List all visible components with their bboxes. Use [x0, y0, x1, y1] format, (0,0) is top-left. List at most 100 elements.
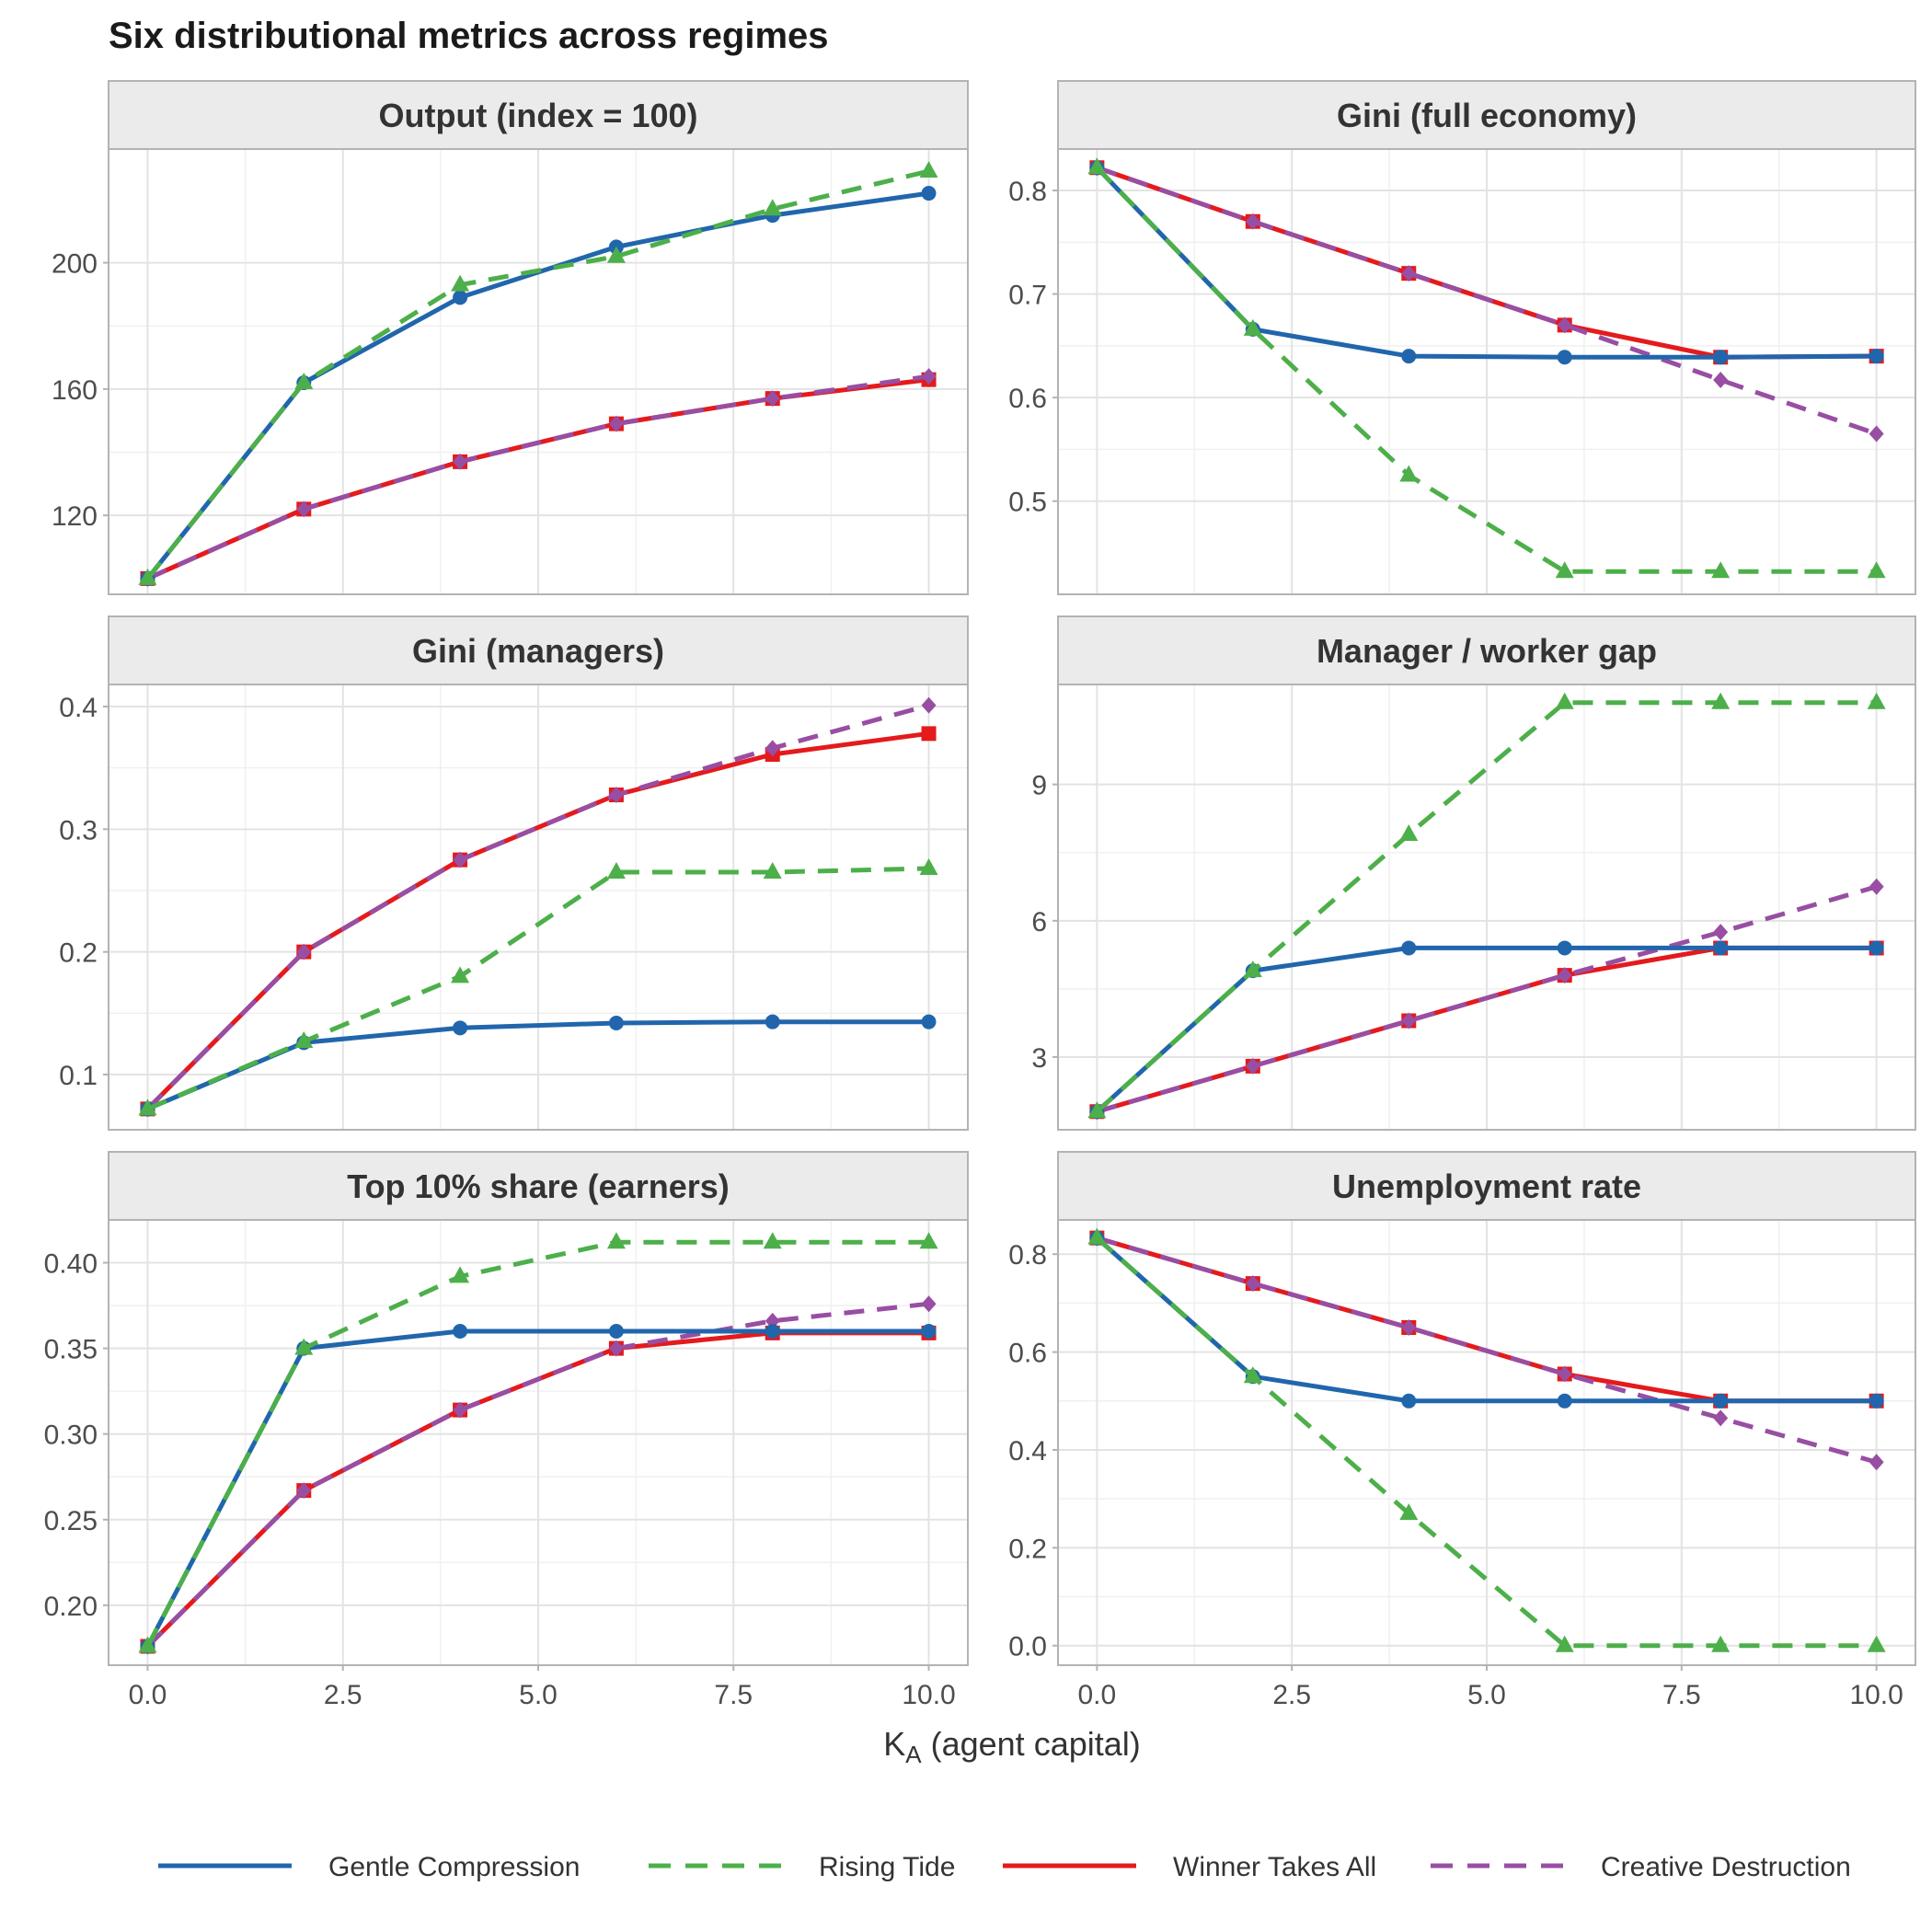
y-tick-label: 200 — [52, 249, 98, 280]
panel-strip — [1057, 80, 1916, 150]
data-point-gentle-compression — [921, 1324, 937, 1339]
data-point-gentle-compression — [1401, 940, 1417, 956]
data-point-rising-tide — [1399, 823, 1419, 841]
panel-strip — [108, 615, 969, 685]
data-point-creative-destruction — [1245, 213, 1260, 230]
panel-6: Unemployment rate 0.0 0.2 0.4 0.6 0.8 0.0 2.5 5.… — [1008, 1151, 1916, 1710]
panels-grid: Output (index = 100) 120 160 200 Gini (full … — [44, 80, 1916, 1710]
data-point-gentle-compression — [1401, 1393, 1417, 1409]
data-point-creative-destruction — [1401, 1012, 1417, 1029]
data-point-gentle-compression — [1869, 349, 1884, 364]
data-point-gentle-compression — [921, 186, 937, 201]
data-point-winner-takes-all — [921, 726, 937, 742]
data-point-gentle-compression — [1401, 349, 1417, 364]
data-point-creative-destruction — [453, 851, 468, 868]
data-point-rising-tide — [1867, 561, 1886, 579]
data-point-rising-tide — [451, 274, 470, 292]
data-point-creative-destruction — [1869, 1454, 1884, 1471]
data-point-creative-destruction — [608, 1340, 624, 1357]
panel-title: Unemployment rate — [1332, 1167, 1641, 1205]
data-point-rising-tide — [1711, 1635, 1731, 1652]
panel-title: Output (index = 100) — [378, 97, 697, 134]
data-point-rising-tide — [1711, 692, 1731, 709]
y-tick-label: 0.8 — [1008, 177, 1047, 207]
data-point-creative-destruction — [1557, 316, 1572, 334]
data-point-rising-tide — [1087, 157, 1107, 175]
data-point-gentle-compression — [1869, 1393, 1884, 1409]
data-point-rising-tide — [138, 1636, 157, 1653]
data-point-creative-destruction — [921, 1295, 937, 1313]
legend-item-rising-tide: Rising Tide — [649, 1852, 955, 1882]
panel-title: Gini (managers) — [412, 632, 664, 670]
series-line-gentle-compression — [1095, 166, 1877, 360]
data-point-rising-tide — [451, 1266, 470, 1283]
y-tick-label: 0.1 — [59, 1061, 98, 1091]
data-point-rising-tide — [138, 1098, 157, 1116]
legend-label: Rising Tide — [819, 1852, 955, 1882]
x-tick-label: 7.5 — [714, 1680, 753, 1710]
series-line-rising-tide — [1095, 700, 1877, 1114]
data-point-gentle-compression — [608, 1016, 624, 1030]
data-point-creative-destruction — [1557, 967, 1572, 984]
y-tick-label: 0.20 — [44, 1592, 98, 1622]
x-tick-label: 10.0 — [902, 1680, 955, 1710]
y-tick-label: 0.8 — [1008, 1240, 1047, 1271]
data-point-rising-tide — [1243, 960, 1262, 978]
y-tick-label: 0.6 — [1008, 1339, 1047, 1369]
series-line-creative-destruction — [1096, 165, 1878, 436]
data-point-creative-destruction — [765, 390, 780, 408]
legend-label: Winner Takes All — [1173, 1852, 1376, 1882]
y-tick-label: 3 — [1031, 1043, 1047, 1074]
data-point-rising-tide — [1711, 561, 1731, 579]
data-point-rising-tide — [294, 373, 314, 390]
y-tick-label: 0.2 — [59, 938, 98, 969]
data-point-rising-tide — [294, 1338, 314, 1355]
data-point-gentle-compression — [1557, 1393, 1572, 1409]
data-point-gentle-compression — [1713, 940, 1729, 956]
panel-title: Top 10% share (earners) — [347, 1167, 730, 1205]
panel-3: Gini (managers) 0.1 0.2 0.3 0.4 — [59, 615, 969, 1131]
x-tick-label: 7.5 — [1662, 1680, 1701, 1710]
data-point-rising-tide — [919, 858, 938, 875]
x-tick-label: 5.0 — [1467, 1680, 1506, 1710]
x-axis-title: KA (agent capital) — [883, 1725, 1141, 1768]
data-point-creative-destruction — [296, 1482, 312, 1500]
x-tick-label: 0.0 — [129, 1680, 167, 1710]
y-tick-label: 160 — [52, 375, 98, 406]
data-point-creative-destruction — [1245, 1275, 1260, 1293]
x-tick-label: 10.0 — [1849, 1680, 1903, 1710]
data-point-gentle-compression — [1557, 940, 1572, 956]
y-tick-label: 0.4 — [1008, 1436, 1047, 1466]
x-tick-label: 2.5 — [324, 1680, 362, 1710]
panel-border — [1057, 148, 1916, 595]
y-tick-label: 0.35 — [44, 1335, 98, 1365]
data-point-rising-tide — [919, 1232, 938, 1249]
legend-item-creative-destruction: Creative Destruction — [1431, 1852, 1851, 1882]
data-point-rising-tide — [138, 568, 157, 585]
data-point-gentle-compression — [453, 1020, 468, 1036]
data-point-gentle-compression — [1713, 350, 1729, 365]
x-axis-title-main: K — [883, 1725, 905, 1763]
series-line-rising-tide — [145, 168, 930, 581]
series-line-creative-destruction — [145, 703, 930, 1111]
data-point-rising-tide — [1555, 1635, 1574, 1652]
data-point-gentle-compression — [453, 1324, 468, 1339]
series-line-rising-tide — [1095, 166, 1877, 574]
legend-label: Creative Destruction — [1601, 1852, 1851, 1882]
panel-5: Top 10% share (earners) 0.20 0.25 0.30 0.35 0… — [44, 1151, 969, 1710]
series-line-creative-destruction — [1096, 1236, 1878, 1465]
data-point-rising-tide — [1867, 1635, 1886, 1652]
y-tick-label: 0.4 — [59, 693, 98, 723]
data-point-creative-destruction — [1401, 265, 1417, 282]
legend-item-winner-takes-all: Winner Takes All — [1003, 1852, 1376, 1882]
y-tick-label: 0.7 — [1008, 281, 1047, 311]
panel-4: Manager / worker gap 3 6 9 — [1031, 615, 1916, 1131]
y-tick-label: 0.30 — [44, 1420, 98, 1451]
y-tick-label: 0.3 — [59, 815, 98, 845]
data-point-rising-tide — [1087, 1227, 1107, 1245]
y-tick-label: 0.0 — [1008, 1632, 1047, 1662]
data-point-rising-tide — [606, 246, 626, 263]
panel-border — [1057, 684, 1916, 1131]
data-point-creative-destruction — [296, 943, 312, 960]
data-point-rising-tide — [294, 1031, 314, 1048]
